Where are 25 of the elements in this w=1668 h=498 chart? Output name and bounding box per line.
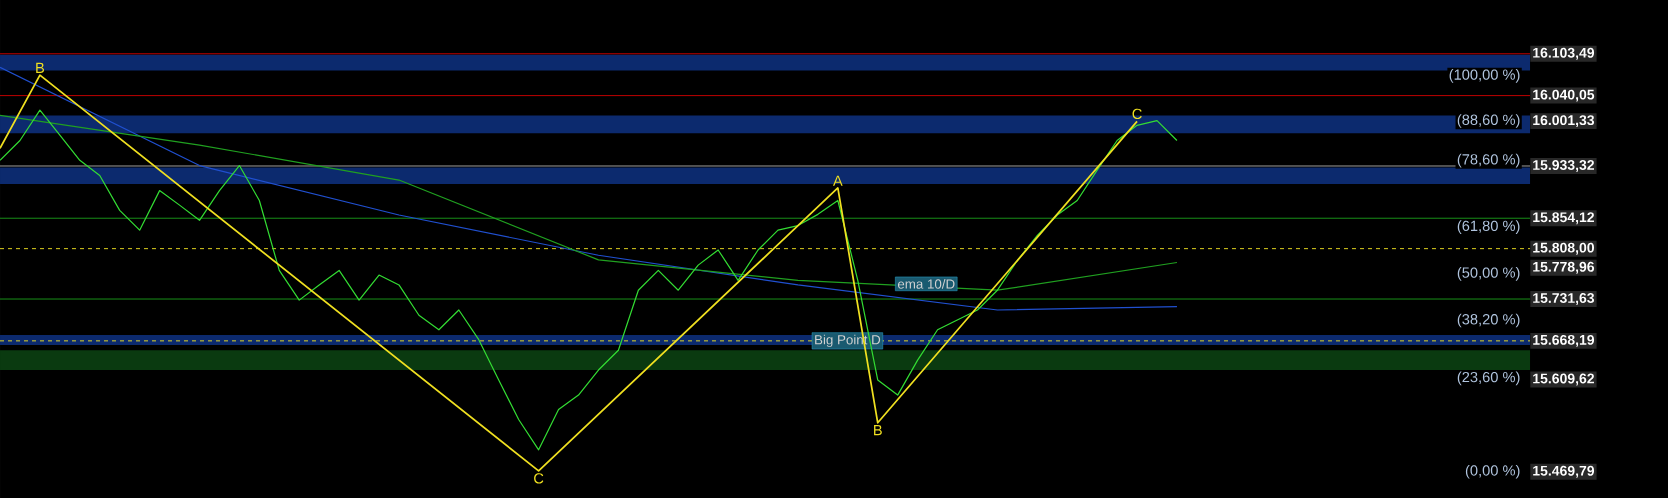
- y2-tick-label: (50,00 %): [1457, 266, 1520, 281]
- y-tick-label: 15.854,12: [1533, 212, 1595, 225]
- annotation: A: [832, 175, 843, 186]
- y-tick-label: 16.001,33: [1533, 115, 1595, 128]
- y-tick-label: 15.469,79: [1533, 465, 1595, 478]
- y2-tick-label: (23,60 %): [1457, 371, 1520, 386]
- annotation: ema 10/D: [897, 278, 955, 289]
- annotation: C: [534, 473, 544, 484]
- y-tick-label: 15.668,19: [1533, 334, 1595, 347]
- y-tick-label: 15.609,62: [1533, 373, 1595, 386]
- y2-tick-label: (38,20 %): [1457, 313, 1520, 328]
- y-tick-label: 15.933,32: [1533, 160, 1595, 172]
- y-tick-label: 16.103,49: [1533, 47, 1595, 60]
- y-tick-label: 15.808,00: [1533, 242, 1595, 255]
- y2-tick-label: (88,60 %): [1457, 114, 1520, 128]
- y2-tick-label: (61,80 %): [1457, 220, 1520, 234]
- y2-tick-label: (0,00 %): [1465, 464, 1520, 479]
- annotation: B: [36, 62, 45, 73]
- annotation: B: [874, 425, 882, 436]
- y-tick-label: 15.778,96: [1533, 261, 1595, 274]
- y2-tick-label: (78,60 %): [1457, 153, 1520, 168]
- annotation: C: [1132, 108, 1142, 120]
- y-tick-label: 15.731,63: [1533, 293, 1595, 306]
- y2-tick-label: (100,00 %): [1449, 69, 1520, 83]
- y-tick-label: 16.040,05: [1533, 89, 1595, 102]
